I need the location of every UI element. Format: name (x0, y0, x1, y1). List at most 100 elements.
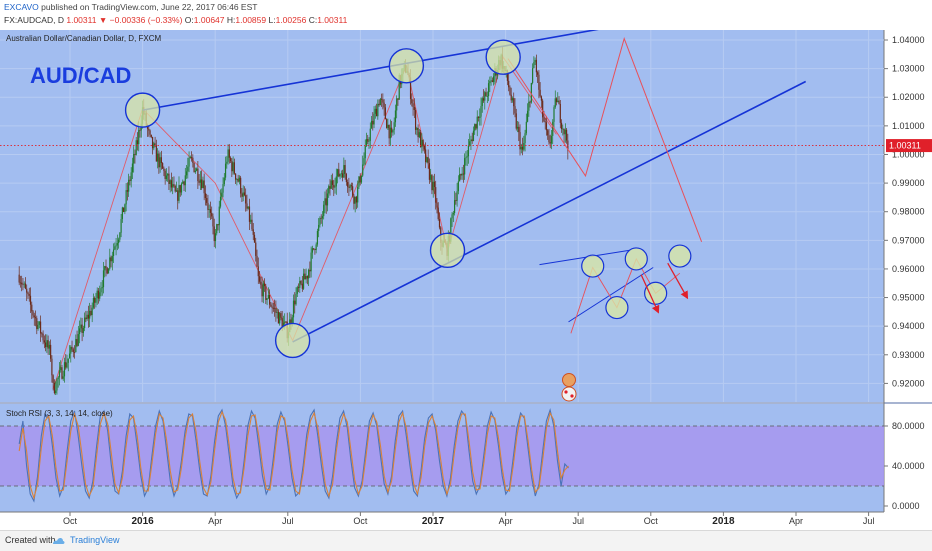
candle-body (194, 170, 196, 173)
candle-body (209, 209, 212, 213)
candle-body (372, 120, 374, 125)
highlight-circle[interactable] (124, 92, 161, 128)
candle-body (125, 190, 127, 205)
trendline-lower[interactable] (292, 80, 807, 343)
candle-body (355, 196, 358, 203)
candle-body (218, 206, 220, 226)
candle-body (450, 218, 452, 242)
candle-body (543, 117, 545, 122)
candle-body (177, 190, 179, 201)
down-arrow-icon[interactable] (640, 274, 660, 314)
candle-body (281, 317, 283, 329)
main-legend-title[interactable]: Australian Dollar/Canadian Dollar, D, FX… (6, 34, 162, 43)
candle-body (158, 153, 160, 168)
candle-body (133, 153, 135, 164)
candle-body (369, 128, 371, 141)
candle-body (319, 217, 321, 225)
mini-circle[interactable] (668, 244, 692, 268)
candle-body (411, 98, 413, 104)
candle-body (258, 276, 261, 282)
candle-body (138, 130, 140, 145)
candle-body (519, 132, 521, 150)
rsi-legend-title[interactable]: Stoch RSI (3, 3, 14, 14, close) (6, 409, 113, 418)
candle-body (270, 304, 272, 307)
candle-body (202, 180, 204, 189)
candle-body (310, 252, 312, 272)
candle-body (557, 100, 559, 103)
event-markers[interactable] (561, 373, 577, 402)
candle-body (462, 173, 464, 175)
candle-body (243, 192, 246, 196)
candle-body (544, 121, 546, 123)
candle-body (523, 143, 525, 150)
candle-body (260, 281, 262, 285)
candle-body (451, 214, 453, 219)
open-value: 1.00647 (193, 15, 225, 25)
candle-body (432, 181, 434, 191)
mini-circle[interactable] (624, 247, 648, 271)
chart-canvas[interactable]: AUD/CAD Australian Dollar/Canadian Dolla… (0, 30, 932, 530)
candle-body (116, 243, 118, 246)
published-text: published on TradingView.com, June 22, 2… (41, 2, 258, 12)
candle-body (271, 306, 273, 308)
earnings-marker-icon[interactable] (561, 386, 577, 402)
candle-body (80, 324, 82, 329)
candle-body (95, 297, 97, 303)
highlight-circles[interactable] (124, 39, 521, 359)
candle-body (151, 136, 154, 149)
candle-body (417, 127, 419, 138)
candle-body (466, 156, 468, 158)
mini-trendline-lower[interactable] (568, 267, 654, 323)
candle-body (104, 266, 106, 271)
projection-path[interactable] (507, 37, 703, 242)
candle-body (427, 157, 429, 164)
time-tick-label: 2016 (131, 516, 154, 527)
candle-body (394, 110, 397, 123)
candle-body (136, 140, 139, 145)
candle-body (222, 184, 224, 193)
candle-body (164, 170, 166, 180)
author-link[interactable]: EXCAVO (4, 2, 39, 12)
highlight-circle[interactable] (274, 322, 311, 359)
mini-trendline-upper[interactable] (539, 249, 630, 266)
projection-line[interactable] (507, 37, 703, 242)
candle-body (182, 181, 184, 184)
mini-circle[interactable] (605, 295, 629, 320)
tradingview-logo-icon[interactable] (52, 535, 66, 546)
candle-body (357, 186, 359, 203)
candle-body (464, 158, 466, 175)
candle-body (437, 207, 439, 220)
highlight-circle[interactable] (388, 48, 425, 84)
candle-body (174, 186, 176, 192)
mini-circle[interactable] (644, 281, 668, 305)
candle-body (509, 87, 511, 95)
down-arrow-icon[interactable] (667, 262, 689, 300)
candle-body (135, 140, 137, 155)
candle-body (43, 340, 45, 343)
candle-body (105, 266, 107, 269)
candle-body (539, 89, 541, 97)
event-flag-icon[interactable] (562, 373, 576, 387)
mini-circle[interactable] (581, 254, 605, 278)
candle-body (338, 169, 340, 177)
candle-body (169, 180, 171, 184)
highlight-circle[interactable] (485, 39, 521, 75)
candle-body (185, 171, 188, 176)
candle-body (492, 76, 495, 82)
candle-body (91, 307, 93, 316)
candle-body (425, 149, 427, 163)
candle-body (456, 191, 458, 201)
candle-body (518, 126, 520, 133)
candle-body (242, 192, 244, 197)
tradingview-brand[interactable]: TradingView (70, 535, 120, 545)
candle-body (229, 157, 232, 162)
mini-pattern[interactable] (539, 244, 692, 334)
candle-body (184, 175, 186, 186)
time-tick-label: Apr (499, 516, 513, 526)
symbol-label[interactable]: FX:AUDCAD, D (4, 15, 64, 25)
candle-body (175, 190, 178, 192)
candle-body (516, 126, 519, 129)
candle-body (328, 186, 330, 194)
highlight-circle[interactable] (429, 232, 466, 269)
candle-body (360, 175, 363, 183)
